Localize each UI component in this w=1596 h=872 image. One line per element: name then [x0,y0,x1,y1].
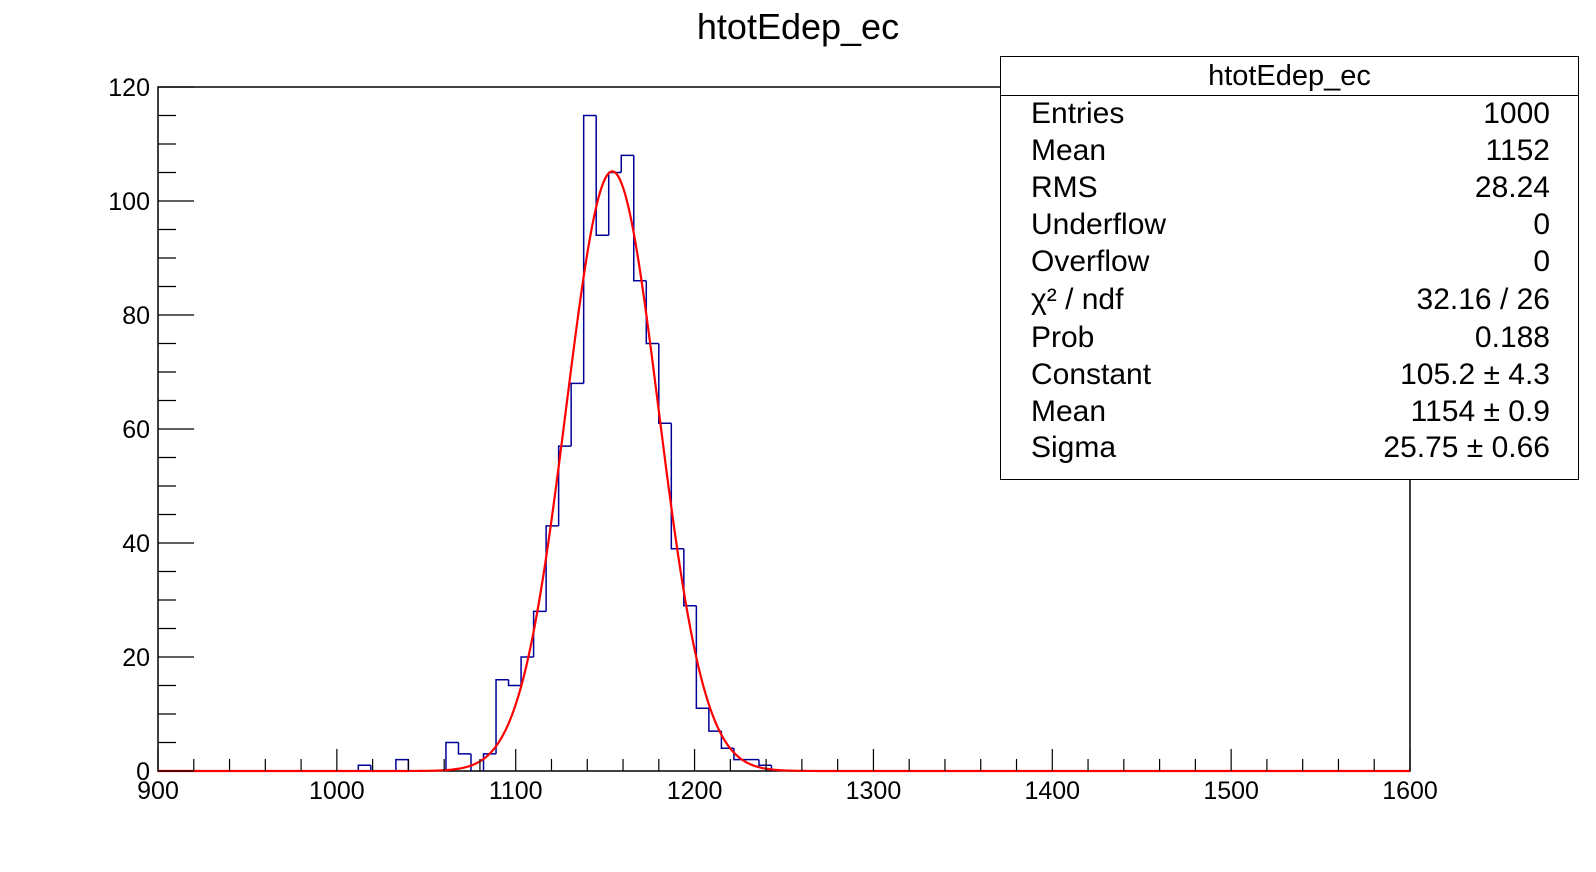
x-tick-label: 900 [137,777,179,805]
x-tick-label: 1100 [489,777,543,805]
y-axis: 0 20 40 60 80 100 120 [108,74,194,786]
stats-value: 0 [1533,245,1550,278]
fit-curve [158,170,1410,773]
y-tick-label: 80 [122,302,150,330]
y-tick-label: 120 [108,74,150,102]
stats-key: Mean [1031,395,1107,428]
stats-value: 1000 [1483,97,1550,130]
stats-value: 1152 [1485,134,1550,167]
histogram-bin [545,525,559,612]
y-tick-label: 0 [136,758,150,786]
stats-row-prob: Prob 0.188 [1031,319,1550,357]
histogram-bin [582,114,597,384]
x-axis: 900 1000 1100 1200 1300 1400 1500 1600 [137,749,1438,805]
histogram-bin [645,280,659,345]
stats-key: Overflow [1031,245,1150,278]
stats-key: Mean [1031,134,1107,167]
stats-key: Constant [1031,358,1152,391]
histogram-bins [158,114,773,772]
y-tick-label: 60 [122,416,150,444]
histogram-bin [495,679,509,754]
stats-row-rms: RMS 28.24 [1031,169,1550,207]
x-tick-label: 1200 [667,777,723,805]
stats-row-overflow: Overflow 0 [1031,243,1550,281]
histogram-bin [557,445,572,526]
stats-value: 105.2 ± 4.3 [1400,358,1550,391]
histogram-bin [570,382,584,447]
histogram-bin [670,423,684,550]
histogram-bin [758,759,772,767]
histogram-bin [507,679,522,687]
x-tick-label: 1400 [1024,777,1080,805]
x-tick-label: 1000 [309,777,365,805]
stats-key: χ² / ndf [1031,283,1124,316]
x-tick-label: 1500 [1203,777,1259,805]
stats-row-entries: Entries 1000 [1031,95,1550,133]
stats-value: 1154 ± 0.9 [1410,395,1550,428]
stats-row-constant: Constant 105.2 ± 4.3 [1031,356,1550,394]
stats-row-fit-mean: Mean 1154 ± 0.9 [1031,393,1550,431]
histogram-bin [658,343,672,425]
stats-row-underflow: Underflow 0 [1031,206,1550,244]
y-tick-label: 20 [122,644,150,672]
histogram-bin [532,610,547,657]
histogram-bin [357,764,371,771]
chart-title: htotEdep_ec [696,6,900,47]
stats-box: htotEdep_ec Entries 1000 Mean 1152 RMS 28.2… [1000,56,1579,480]
stats-row-sigma: Sigma 25.75 ± 0.66 [1031,429,1550,467]
histogram-bin [445,741,459,771]
stats-row-mean: Mean 1152 [1031,132,1550,170]
stats-box-title: htotEdep_ec [1001,57,1578,96]
histogram-bin [482,753,497,771]
stats-value: 0.188 [1474,321,1550,354]
stats-value: 0 [1533,208,1550,241]
histogram-bin [395,758,409,771]
stats-value: 25.75 ± 0.66 [1383,431,1550,464]
x-tick-label: 1600 [1382,777,1438,805]
stats-row-chi2: χ² / ndf 32.16 / 26 [1031,281,1550,319]
histogram-bin [708,708,722,732]
stats-value: 32.16 / 26 [1416,283,1550,316]
stats-key: Prob [1031,321,1095,354]
histogram-bin [457,742,471,755]
y-tick-label: 100 [108,188,150,216]
stats-key: Sigma [1031,431,1117,464]
stats-key: Underflow [1031,208,1167,241]
histogram-bin [620,154,634,173]
histogram-bin [695,605,709,710]
histogram-bin [633,155,647,282]
histogram-bin [607,171,622,236]
gaussian-fit [158,170,1410,773]
stats-key: RMS [1031,171,1098,204]
histogram-bin [595,115,609,236]
histogram-bin [683,548,697,607]
x-tick-label: 1300 [846,777,902,805]
stats-value: 28.24 [1474,171,1550,204]
y-tick-label: 40 [122,530,150,558]
stats-key: Entries [1031,97,1125,130]
